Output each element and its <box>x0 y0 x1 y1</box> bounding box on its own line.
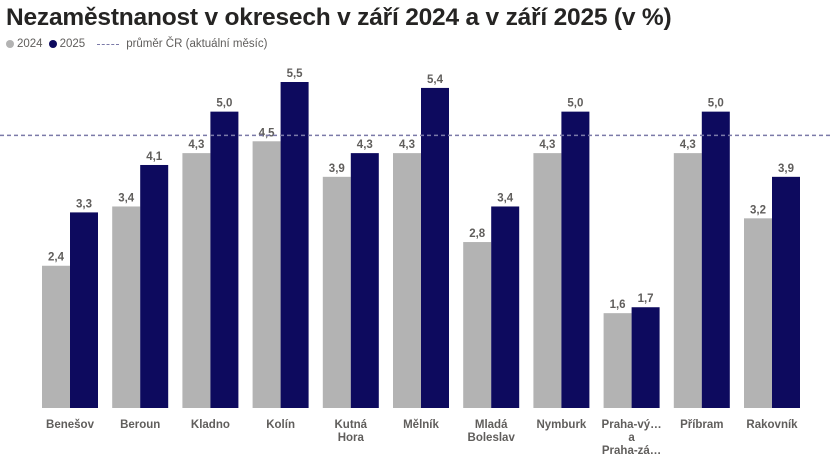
data-label-2025-4: 4,3 <box>357 139 373 151</box>
category-label-8-0: Praha-vý… <box>602 419 662 431</box>
legend: 2024 2025 průměr ČR (aktuální měsíc) <box>6 38 273 50</box>
bar-2025-8[interactable] <box>631 307 660 408</box>
bar-2025-7[interactable] <box>561 111 590 409</box>
bar-2024-5[interactable] <box>393 153 421 408</box>
category-label-7: Nymburk <box>536 419 586 431</box>
category-label-10: Rakovník <box>746 419 798 431</box>
data-label-2024-0: 2,4 <box>48 252 65 264</box>
bar-2024-4[interactable] <box>322 176 351 408</box>
bar-2024-0[interactable] <box>42 265 70 408</box>
data-label-2025-0: 3,3 <box>76 198 92 210</box>
bar-2024-6[interactable] <box>463 242 492 408</box>
legend-swatch-2025 <box>48 40 57 48</box>
category-label-2: Kladno <box>191 419 230 431</box>
category-label-8-1: a <box>628 432 635 444</box>
data-label-2025-7: 5,0 <box>567 98 583 110</box>
data-label-2024-8: 1,6 <box>610 299 626 311</box>
category-label-6-1: Boleslav <box>468 432 516 444</box>
data-label-2024-4: 3,9 <box>329 163 345 175</box>
legend-item-2024[interactable]: 2024 <box>6 38 43 50</box>
bar-2025-9[interactable] <box>701 111 730 409</box>
legend-swatch-2024 <box>6 40 14 48</box>
category-label-3: Kolín <box>266 419 295 431</box>
data-label-2024-7: 4,3 <box>539 139 555 151</box>
category-label-4-1: Hora <box>338 432 365 444</box>
data-label-2025-8: 1,7 <box>638 293 654 305</box>
data-label-2024-1: 3,4 <box>118 192 135 204</box>
bar-2024-3[interactable] <box>252 141 281 409</box>
bar-2024-8[interactable] <box>603 313 632 408</box>
bar-2024-1[interactable] <box>112 206 141 408</box>
bar-2024-2[interactable] <box>182 153 211 408</box>
data-label-2024-10: 3,2 <box>750 204 766 216</box>
legend-label-2025: 2025 <box>59 38 86 50</box>
legend-swatch-reference <box>97 43 120 45</box>
category-label-8-2: Praha-zá… <box>602 445 661 457</box>
data-label-2025-3: 5,5 <box>287 68 304 80</box>
category-label-6-0: Mladá <box>475 419 508 431</box>
bar-2025-5[interactable] <box>421 87 449 408</box>
category-label-9: Příbram <box>680 419 723 431</box>
category-label-0: Benešov <box>46 419 95 431</box>
category-label-4-0: Kutná <box>335 419 368 431</box>
data-label-2025-2: 5,0 <box>216 98 232 110</box>
bar-2024-9[interactable] <box>673 153 702 408</box>
legend-label-2024: 2024 <box>17 38 43 50</box>
chart-title: Nezaměstnanost v okresech v září 2024 a … <box>6 4 672 31</box>
data-label-2024-5: 4,3 <box>399 139 415 151</box>
bar-2025-1[interactable] <box>140 164 169 408</box>
bar-2025-0[interactable] <box>70 212 98 408</box>
data-label-2025-5: 5,4 <box>427 74 444 86</box>
bar-2024-7[interactable] <box>533 153 562 408</box>
category-label-1: Beroun <box>120 419 160 431</box>
data-label-2024-2: 4,3 <box>188 139 204 151</box>
bar-2025-2[interactable] <box>210 111 239 409</box>
legend-item-reference[interactable]: průměr ČR (aktuální měsíc) <box>91 38 267 50</box>
bar-2025-10[interactable] <box>772 176 800 408</box>
bar-2025-6[interactable] <box>491 206 520 408</box>
bar-2025-4[interactable] <box>350 153 379 408</box>
data-label-2024-3: 4,5 <box>259 127 276 139</box>
legend-item-2025[interactable]: 2025 <box>48 38 86 50</box>
category-label-5: Mělník <box>403 419 439 431</box>
legend-label-reference: průměr ČR (aktuální měsíc) <box>126 38 268 50</box>
data-label-2025-9: 5,0 <box>708 98 724 110</box>
data-label-2024-6: 2,8 <box>469 228 486 240</box>
data-label-2025-1: 4,1 <box>146 151 163 163</box>
data-label-2025-6: 3,4 <box>497 192 514 204</box>
bar-2025-3[interactable] <box>280 82 309 408</box>
data-label-2024-9: 4,3 <box>680 139 696 151</box>
data-label-2025-10: 3,9 <box>778 163 794 175</box>
bar-2024-10[interactable] <box>744 218 772 408</box>
